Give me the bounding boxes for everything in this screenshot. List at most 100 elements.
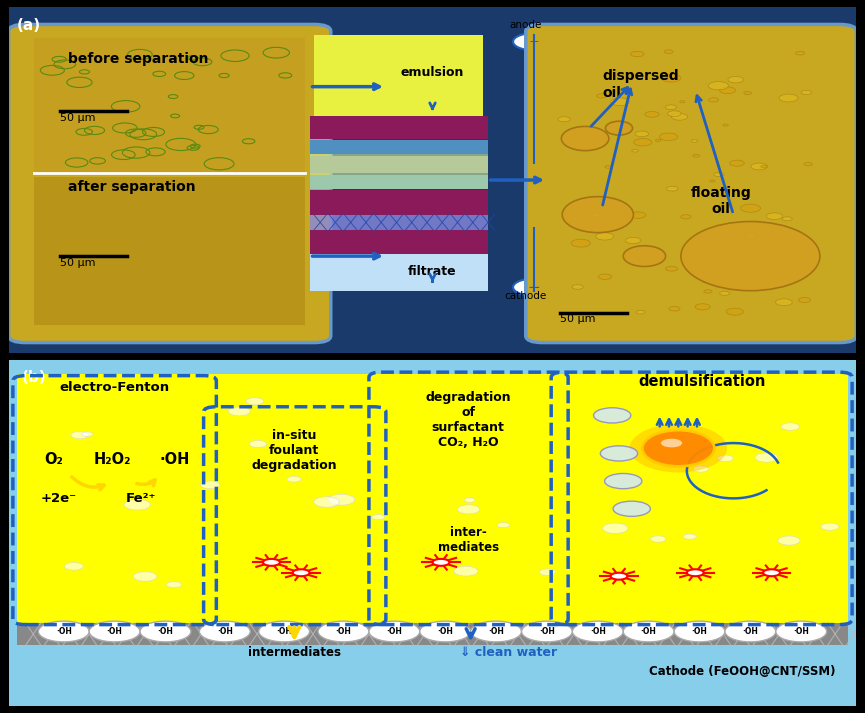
Bar	[17, 629, 848, 631]
Circle shape	[38, 621, 89, 642]
Text: electro-Fenton: electro-Fenton	[60, 381, 170, 394]
Text: ·OH: ·OH	[590, 627, 606, 636]
Circle shape	[645, 111, 659, 117]
FancyBboxPatch shape	[0, 353, 865, 713]
Circle shape	[710, 180, 714, 182]
Circle shape	[744, 91, 752, 95]
Circle shape	[761, 165, 767, 168]
Circle shape	[625, 237, 641, 244]
Circle shape	[751, 163, 767, 170]
Circle shape	[671, 113, 688, 120]
Text: emulsion: emulsion	[400, 66, 465, 79]
Circle shape	[201, 481, 220, 488]
Bar	[310, 190, 488, 215]
Text: anode: anode	[509, 20, 542, 30]
Text: +: +	[529, 35, 540, 48]
Text: cathode: cathode	[504, 292, 547, 302]
Ellipse shape	[606, 121, 632, 135]
Bar	[17, 653, 848, 655]
Circle shape	[702, 279, 710, 283]
Bar	[17, 666, 848, 668]
Circle shape	[623, 621, 674, 642]
Circle shape	[720, 292, 730, 295]
Circle shape	[801, 91, 811, 95]
Circle shape	[133, 572, 157, 581]
Bar	[17, 648, 848, 650]
Circle shape	[796, 51, 804, 55]
Bar	[17, 631, 848, 633]
Circle shape	[572, 284, 583, 289]
Text: ·OH: ·OH	[692, 627, 708, 636]
Bar	[310, 230, 488, 255]
Circle shape	[497, 523, 509, 528]
Bar	[17, 670, 848, 672]
Circle shape	[695, 304, 710, 310]
Circle shape	[662, 74, 681, 82]
Circle shape	[471, 621, 522, 642]
Text: 50 μm: 50 μm	[60, 259, 95, 269]
Text: 50 μm: 50 μm	[60, 113, 95, 123]
Text: degradation
of
surfactant
CO₂, H₂O: degradation of surfactant CO₂, H₂O	[426, 391, 511, 449]
Text: ·OH: ·OH	[56, 627, 72, 636]
Text: in-situ
foulant
degradation: in-situ foulant degradation	[252, 429, 337, 472]
Circle shape	[247, 398, 264, 405]
Circle shape	[730, 160, 744, 166]
Bar	[17, 627, 848, 630]
Circle shape	[681, 215, 691, 219]
Bar	[17, 655, 848, 657]
Bar	[17, 634, 848, 636]
Bar	[17, 625, 848, 626]
Circle shape	[776, 621, 827, 642]
Ellipse shape	[561, 126, 609, 150]
Circle shape	[635, 131, 649, 137]
Circle shape	[200, 621, 250, 642]
Circle shape	[779, 94, 798, 102]
Circle shape	[821, 523, 839, 530]
Text: ·OH: ·OH	[488, 627, 504, 636]
Text: ·OH: ·OH	[336, 627, 351, 636]
Circle shape	[89, 621, 140, 642]
Circle shape	[693, 466, 708, 472]
Circle shape	[458, 505, 480, 514]
Circle shape	[167, 582, 182, 588]
Circle shape	[708, 81, 728, 90]
Text: intermediates: intermediates	[248, 646, 341, 659]
Circle shape	[540, 569, 555, 575]
Text: ⇓ clean water: ⇓ clean water	[460, 646, 557, 659]
Circle shape	[597, 94, 607, 98]
Circle shape	[292, 569, 310, 576]
Text: ·OH: ·OH	[793, 627, 809, 636]
Circle shape	[513, 33, 555, 51]
Circle shape	[796, 266, 806, 270]
Text: H₂O₂: H₂O₂	[93, 452, 131, 467]
Circle shape	[81, 432, 93, 436]
Circle shape	[571, 240, 590, 247]
Circle shape	[605, 165, 612, 168]
Ellipse shape	[624, 246, 666, 267]
Text: ·OH: ·OH	[742, 627, 759, 636]
Bar	[34, 177, 305, 325]
Circle shape	[613, 501, 650, 516]
Text: ·OH: ·OH	[276, 627, 292, 636]
Ellipse shape	[643, 430, 714, 466]
Circle shape	[558, 117, 570, 122]
Bar	[17, 645, 848, 647]
Circle shape	[728, 76, 744, 83]
Text: (a): (a)	[17, 18, 42, 33]
Circle shape	[725, 621, 776, 642]
Bar	[310, 116, 488, 138]
Ellipse shape	[661, 438, 682, 447]
Circle shape	[687, 569, 704, 576]
Circle shape	[611, 573, 627, 580]
Circle shape	[631, 150, 638, 152]
Text: ·OH: ·OH	[106, 627, 123, 636]
Circle shape	[798, 297, 811, 302]
Circle shape	[596, 232, 613, 240]
Text: demulsification: demulsification	[638, 374, 766, 389]
Bar	[17, 639, 848, 641]
Bar	[17, 668, 848, 670]
Circle shape	[740, 245, 748, 248]
Text: ·OH: ·OH	[159, 452, 190, 467]
Bar	[310, 154, 488, 189]
Bar	[17, 652, 848, 654]
